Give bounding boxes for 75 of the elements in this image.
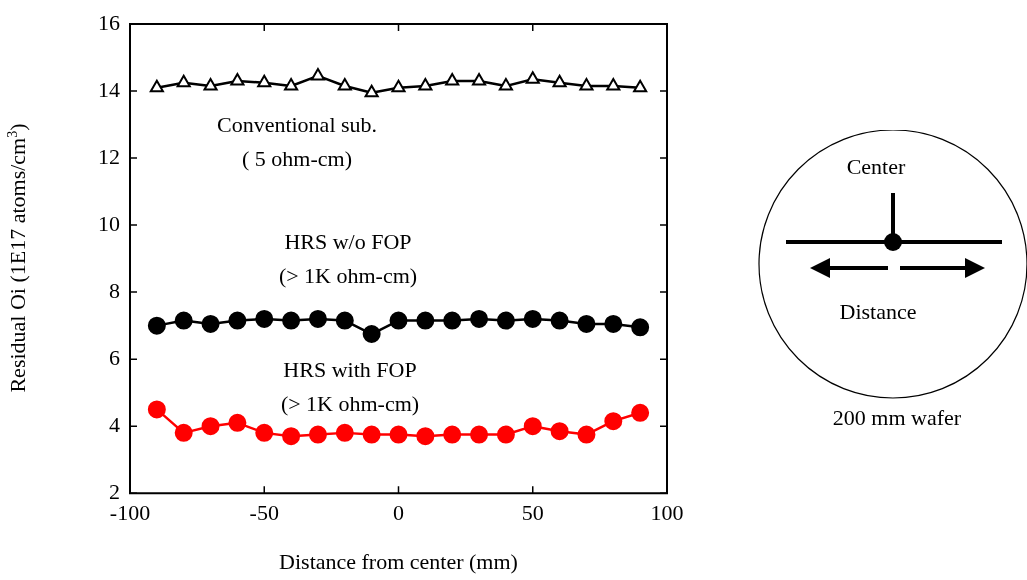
text: Distance — [839, 299, 917, 325]
point — [498, 78, 513, 91]
point — [201, 417, 220, 436]
point — [308, 309, 327, 328]
point — [552, 74, 567, 88]
point — [418, 78, 433, 91]
point — [335, 423, 354, 442]
point — [308, 425, 327, 444]
point — [443, 425, 462, 444]
x-axis-title: Distance from center (mm) — [279, 548, 518, 574]
y-tick-label: 10 — [98, 210, 120, 236]
point — [523, 417, 542, 436]
series-label: HRS with FOP (> 1K ohm-cm) — [280, 356, 420, 416]
point — [604, 412, 623, 431]
point — [496, 425, 515, 444]
y-tick-label: 4 — [109, 411, 120, 437]
point — [174, 311, 193, 330]
point — [416, 311, 435, 330]
point — [201, 314, 220, 333]
point — [550, 311, 569, 330]
point — [230, 72, 245, 86]
point — [631, 318, 650, 337]
point — [337, 78, 352, 91]
point — [523, 309, 542, 328]
point — [282, 311, 301, 330]
point — [391, 79, 406, 93]
point — [496, 311, 515, 330]
point — [471, 72, 487, 86]
text: Center — [846, 154, 906, 180]
point — [176, 74, 191, 88]
point — [149, 79, 164, 93]
point — [364, 84, 379, 98]
x-tick-label: -50 — [249, 500, 279, 526]
point — [255, 423, 274, 442]
point — [203, 78, 218, 91]
point — [282, 427, 301, 446]
y-tick-label: 14 — [98, 76, 120, 102]
point — [604, 314, 623, 333]
point — [310, 67, 326, 81]
point — [443, 311, 462, 330]
point — [416, 427, 435, 446]
point — [633, 79, 648, 93]
point — [389, 425, 408, 444]
point — [389, 311, 408, 330]
point — [631, 403, 650, 422]
point — [255, 309, 274, 328]
y-tick-label: 16 — [98, 9, 120, 35]
point — [362, 325, 381, 344]
point — [257, 74, 272, 88]
y-tick-label: 12 — [98, 143, 120, 169]
x-tick-label: 100 — [650, 500, 684, 526]
series-label: Conventional sub. ( 5 ohm-cm) — [216, 111, 378, 171]
point — [577, 425, 596, 444]
point — [606, 78, 621, 91]
point — [362, 425, 381, 444]
text: 200 mm wafer — [832, 405, 962, 431]
point — [228, 311, 247, 330]
point — [228, 413, 247, 432]
series-label: HRS w/o FOP (> 1K ohm-cm) — [278, 228, 418, 288]
point — [470, 309, 489, 328]
y-tick-label: 8 — [109, 277, 120, 303]
x-tick-label: 0 — [393, 500, 404, 526]
point — [470, 425, 489, 444]
point — [577, 314, 596, 333]
point — [525, 71, 540, 84]
point — [174, 423, 193, 442]
point — [147, 316, 166, 335]
x-tick-label: 50 — [521, 500, 544, 526]
point — [147, 400, 166, 419]
y-tick-label: 6 — [109, 344, 120, 370]
point — [550, 422, 569, 441]
point — [335, 311, 354, 330]
point — [579, 78, 594, 91]
point — [445, 72, 460, 86]
point — [284, 78, 299, 91]
